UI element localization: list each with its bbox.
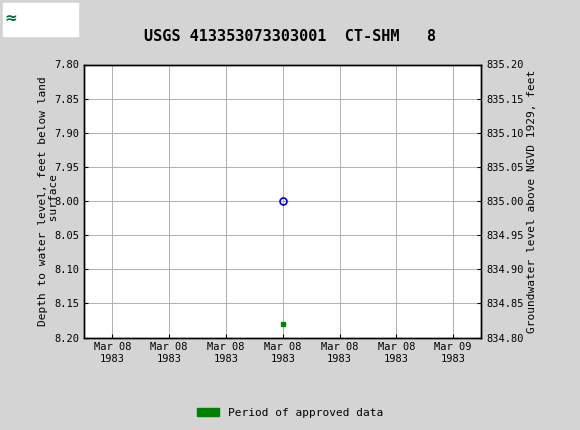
- Legend: Period of approved data: Period of approved data: [193, 403, 387, 422]
- Y-axis label: Depth to water level, feet below land
 surface: Depth to water level, feet below land su…: [38, 76, 60, 326]
- Y-axis label: Groundwater level above NGVD 1929, feet: Groundwater level above NGVD 1929, feet: [527, 69, 537, 333]
- Text: USGS: USGS: [32, 12, 66, 26]
- Text: ≈: ≈: [5, 11, 17, 26]
- Text: USGS 413353073303001  CT-SHM   8: USGS 413353073303001 CT-SHM 8: [144, 29, 436, 44]
- Bar: [3, 3, 78, 36]
